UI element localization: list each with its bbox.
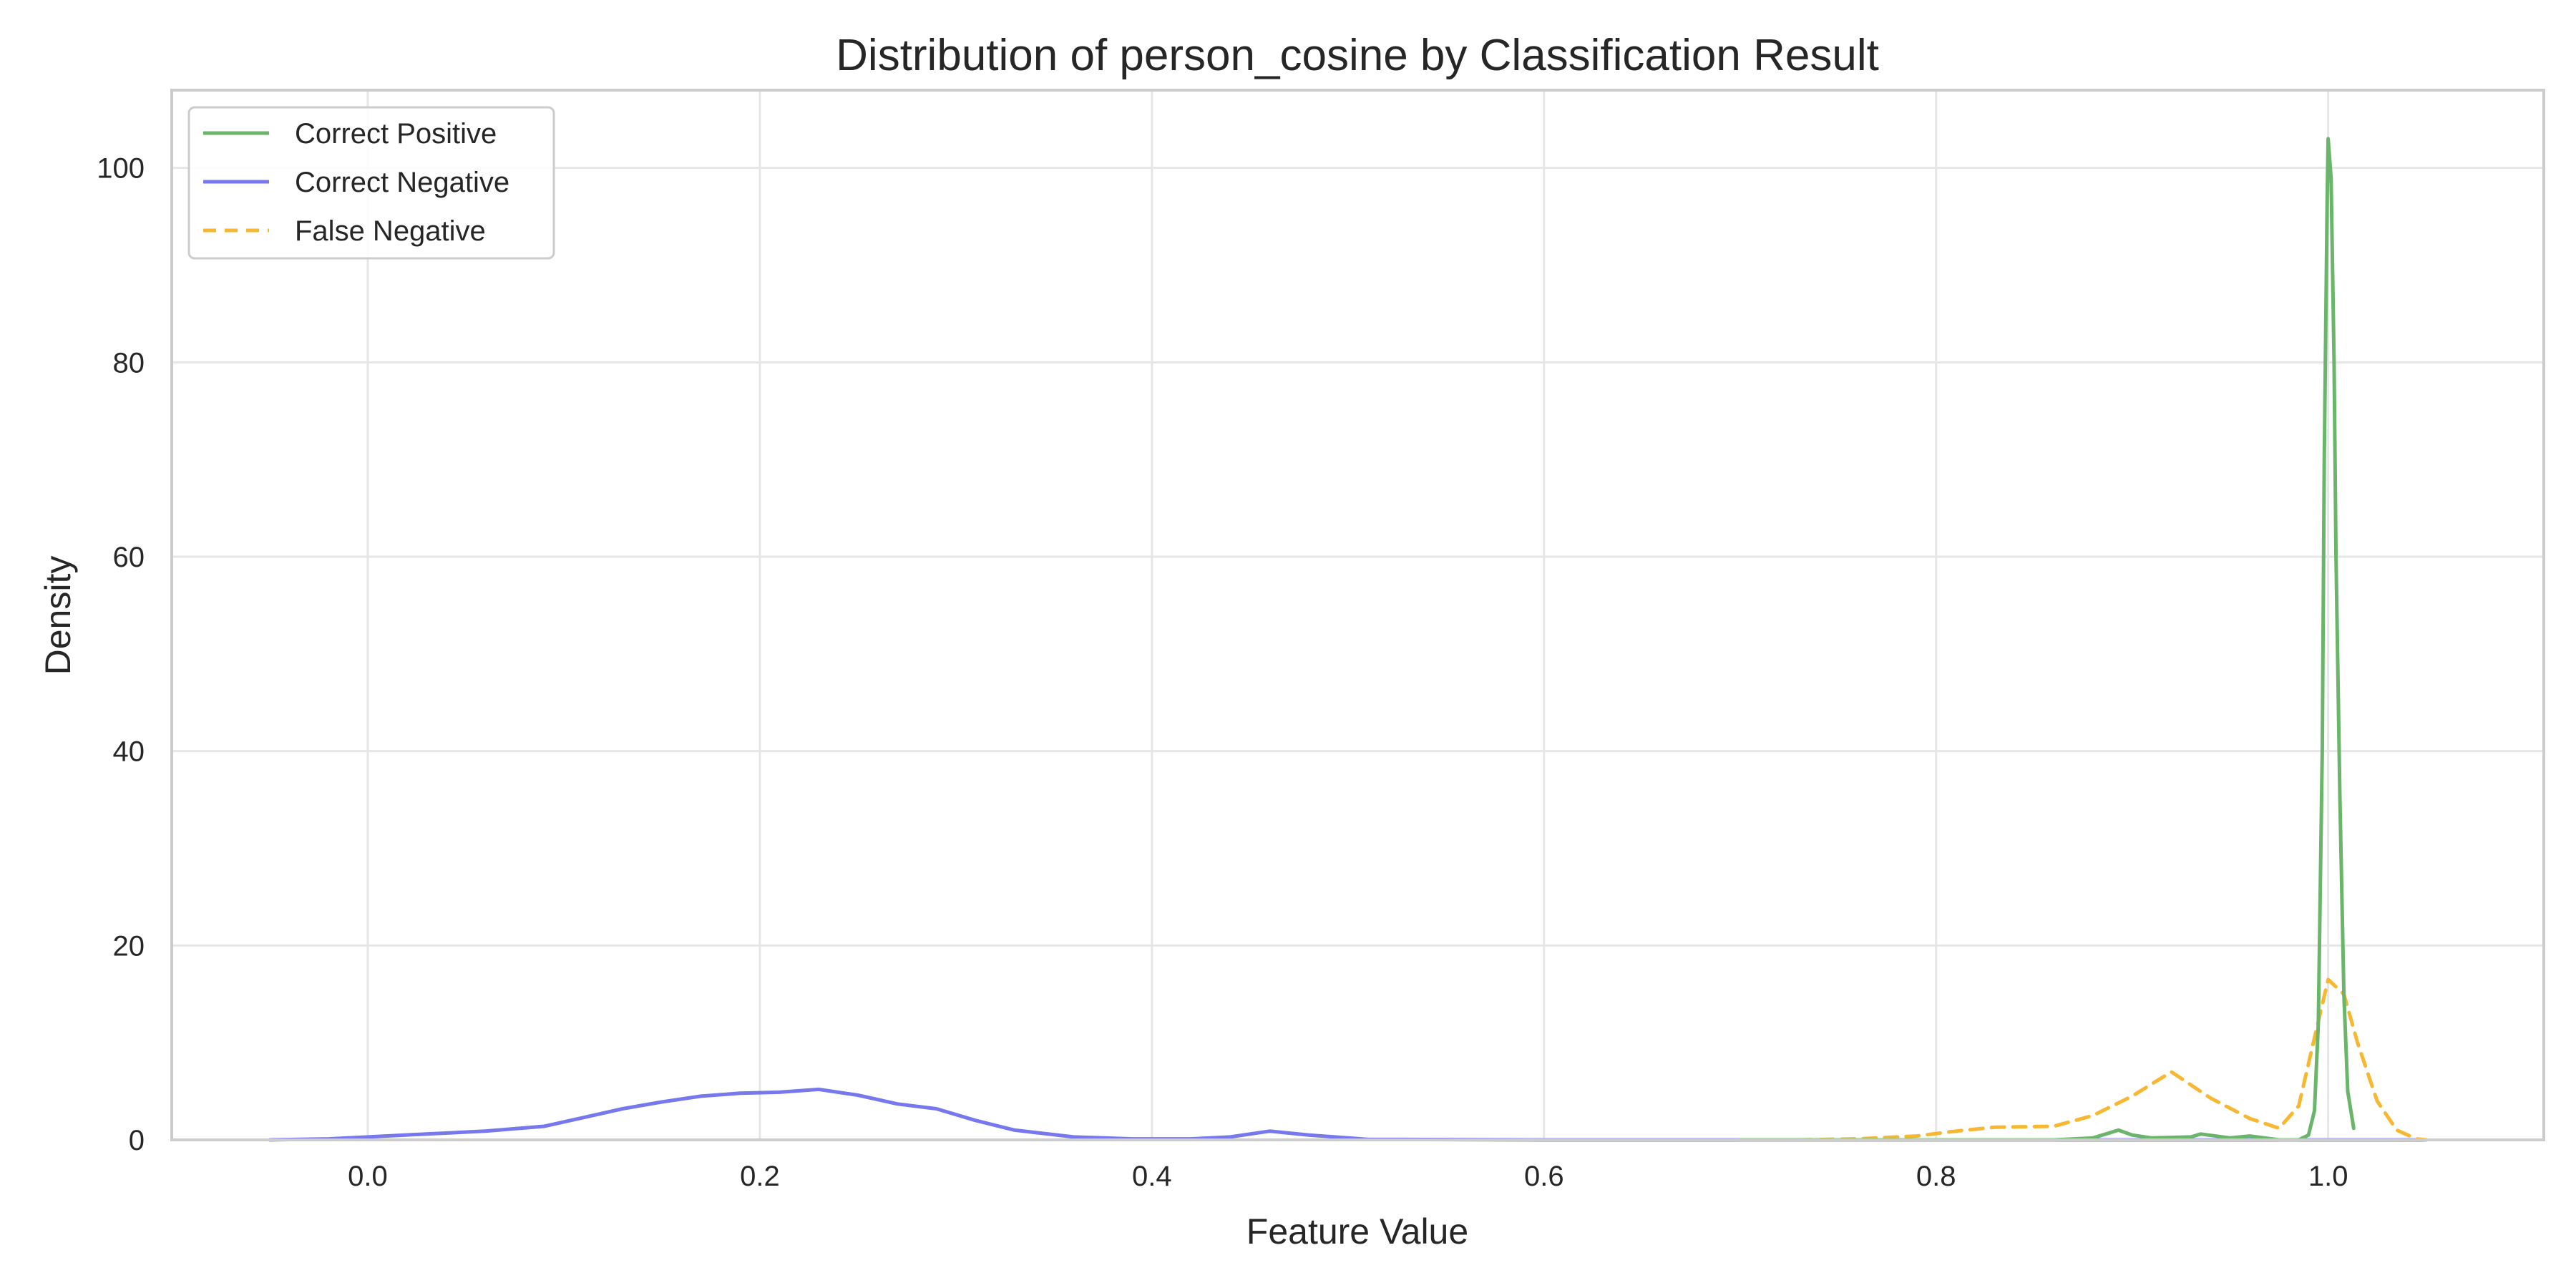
y-tick-labels: 0 20 40 60 80 100 bbox=[97, 153, 145, 1156]
y-tick-label: 60 bbox=[113, 542, 145, 573]
legend-label-correct-negative: Correct Negative bbox=[295, 167, 509, 198]
series-line-correct-negative bbox=[268, 1087, 2429, 1142]
x-tick-label: 0.6 bbox=[1524, 1161, 1564, 1192]
x-tick-label: 0.0 bbox=[348, 1161, 388, 1192]
x-axis-label: Feature Value bbox=[1246, 1211, 1468, 1252]
legend-label-false-negative: False Negative bbox=[295, 215, 486, 247]
legend-box bbox=[187, 106, 555, 260]
y-tick-label: 0 bbox=[129, 1125, 145, 1156]
chart-title: Distribution of person_cosine by Classif… bbox=[836, 31, 1879, 80]
legend-label-correct-positive: Correct Positive bbox=[295, 118, 497, 150]
x-tick-label: 0.4 bbox=[1132, 1161, 1172, 1192]
series-line-false-negative bbox=[1797, 977, 2429, 1142]
x-tick-label: 0.2 bbox=[740, 1161, 780, 1192]
y-axis-label: Density bbox=[38, 556, 78, 675]
series-line-correct-positive bbox=[1738, 137, 2356, 1142]
legend: Correct Positive Correct Negative False … bbox=[187, 106, 555, 260]
x-tick-labels: 0.0 0.2 0.4 0.6 0.8 1.0 bbox=[348, 1161, 2348, 1192]
plot-frame bbox=[170, 89, 2545, 1141]
x-tick-label: 1.0 bbox=[2308, 1161, 2348, 1192]
y-tick-label: 20 bbox=[113, 930, 145, 962]
y-tick-label: 80 bbox=[113, 347, 145, 379]
y-tick-label: 40 bbox=[113, 736, 145, 768]
x-tick-label: 0.8 bbox=[1916, 1161, 1956, 1192]
y-tick-label: 100 bbox=[97, 153, 145, 185]
series-lines bbox=[268, 137, 2429, 1142]
